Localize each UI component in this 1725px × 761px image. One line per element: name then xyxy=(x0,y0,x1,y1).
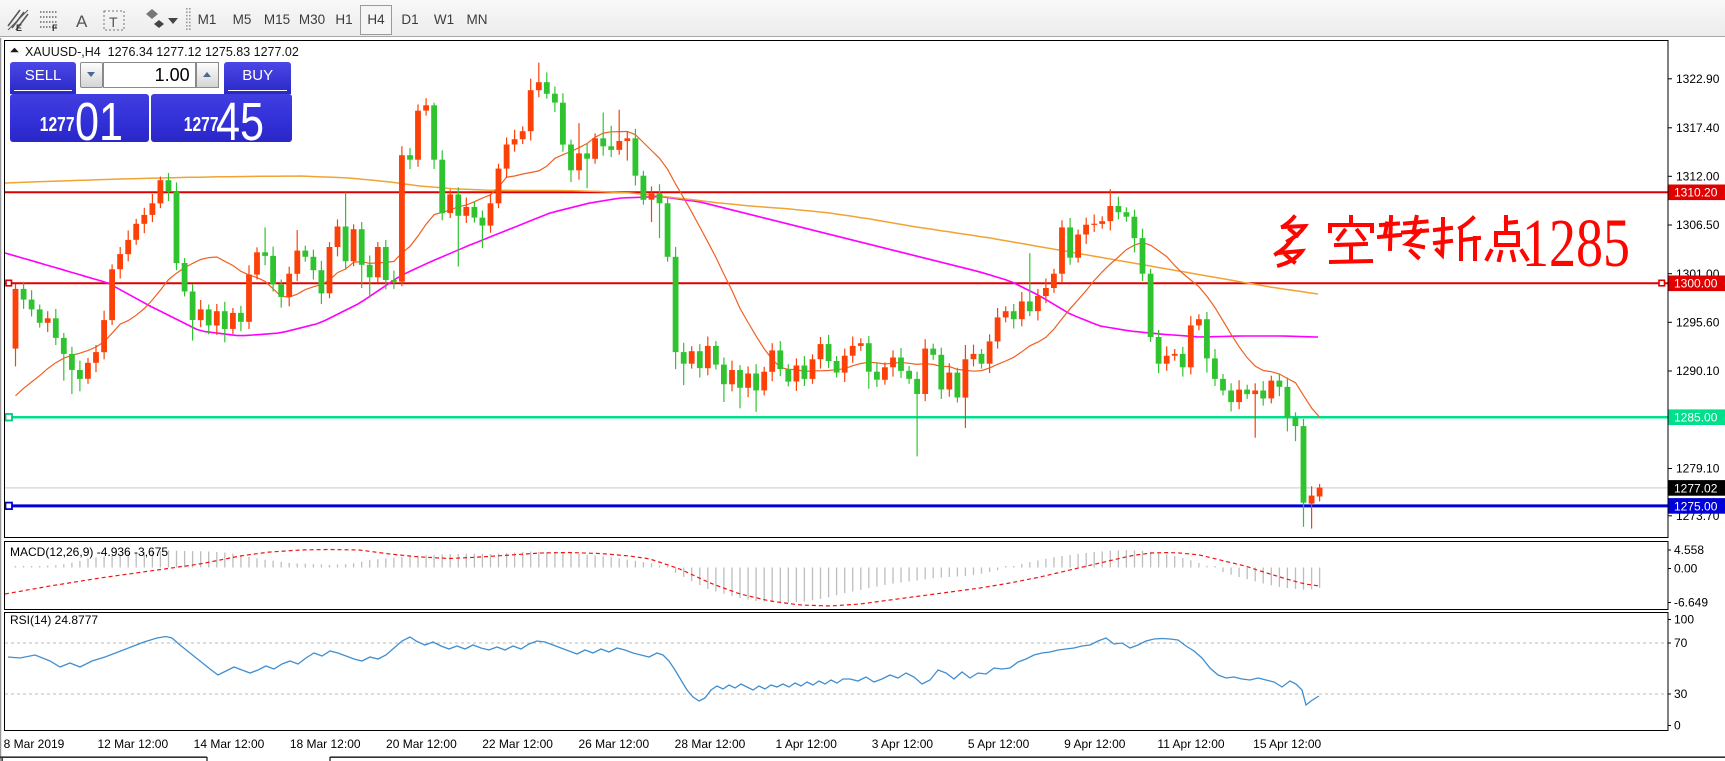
svg-text:1317.40: 1317.40 xyxy=(1676,121,1720,135)
svg-text:1285: 1285 xyxy=(1522,205,1630,281)
svg-text:1290.10: 1290.10 xyxy=(1676,364,1720,378)
svg-text:30: 30 xyxy=(1674,687,1688,701)
svg-text:14 Mar 12:00: 14 Mar 12:00 xyxy=(194,737,265,751)
svg-text:3 Apr 12:00: 3 Apr 12:00 xyxy=(872,737,934,751)
svg-text:M30: M30 xyxy=(299,12,325,27)
svg-text:1295.60: 1295.60 xyxy=(1676,316,1720,330)
svg-text:70: 70 xyxy=(1674,636,1688,650)
svg-text:26 Mar 12:00: 26 Mar 12:00 xyxy=(578,737,649,751)
svg-text:11 Apr 12:00: 11 Apr 12:00 xyxy=(1157,737,1224,751)
svg-text:0.00: 0.00 xyxy=(1674,562,1698,576)
svg-text:4.558: 4.558 xyxy=(1674,543,1704,557)
svg-text:1322.90: 1322.90 xyxy=(1676,72,1720,86)
svg-text:RSI(14) 24.8777: RSI(14) 24.8777 xyxy=(10,613,98,627)
svg-text:A: A xyxy=(76,12,88,31)
svg-text:M15: M15 xyxy=(264,12,290,27)
svg-text:1312.00: 1312.00 xyxy=(1676,170,1720,184)
svg-text:MN: MN xyxy=(467,12,488,27)
svg-text:5 Apr 12:00: 5 Apr 12:00 xyxy=(968,737,1030,751)
svg-text:12 Mar 12:00: 12 Mar 12:00 xyxy=(97,737,168,751)
svg-text:-6.649: -6.649 xyxy=(1674,596,1708,610)
svg-text:M1: M1 xyxy=(198,12,217,27)
svg-text:1275.00: 1275.00 xyxy=(1674,499,1718,513)
svg-text:T: T xyxy=(109,14,118,30)
svg-text:1277.02: 1277.02 xyxy=(1674,481,1718,495)
svg-text:18 Mar 12:00: 18 Mar 12:00 xyxy=(290,737,361,751)
svg-text:1279.10: 1279.10 xyxy=(1676,462,1720,476)
svg-text:9 Apr 12:00: 9 Apr 12:00 xyxy=(1064,737,1126,751)
svg-text:1300.00: 1300.00 xyxy=(1674,277,1718,291)
svg-text:F: F xyxy=(52,23,58,33)
svg-text:22 Mar 12:00: 22 Mar 12:00 xyxy=(482,737,553,751)
svg-text:D1: D1 xyxy=(401,12,418,27)
svg-text:28 Mar 12:00: 28 Mar 12:00 xyxy=(675,737,746,751)
svg-text:0: 0 xyxy=(1674,719,1681,733)
svg-text:1310.20: 1310.20 xyxy=(1674,186,1718,200)
svg-text:100: 100 xyxy=(1674,613,1694,627)
svg-text:1285.00: 1285.00 xyxy=(1674,411,1718,425)
svg-text:1306.50: 1306.50 xyxy=(1676,218,1720,232)
svg-text:1 Apr 12:00: 1 Apr 12:00 xyxy=(776,737,838,751)
svg-text:MACD(12,26,9) -4.936 -3,675: MACD(12,26,9) -4.936 -3,675 xyxy=(10,545,168,559)
svg-text:8 Mar 2019: 8 Mar 2019 xyxy=(4,737,65,751)
svg-text:H1: H1 xyxy=(335,12,352,27)
svg-text:20 Mar 12:00: 20 Mar 12:00 xyxy=(386,737,457,751)
svg-text:XAUUSD-,H4 1276.34 1277.12 12: XAUUSD-,H4 1276.34 1277.12 1275.83 1277.… xyxy=(25,45,299,59)
svg-text:H4: H4 xyxy=(367,12,385,27)
svg-text:E: E xyxy=(16,23,22,33)
svg-text:15 Apr 12:00: 15 Apr 12:00 xyxy=(1253,737,1321,751)
svg-text:W1: W1 xyxy=(434,12,454,27)
svg-text:M5: M5 xyxy=(233,12,252,27)
